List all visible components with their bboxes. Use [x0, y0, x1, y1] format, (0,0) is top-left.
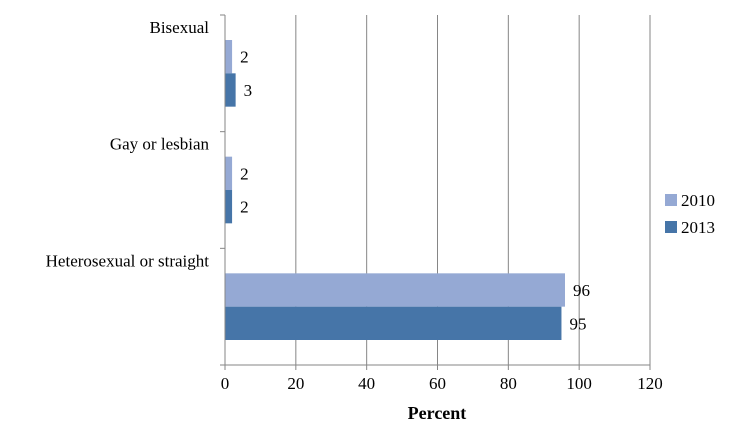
- bar-2013-1: [225, 190, 233, 224]
- x-tick-label-40: 40: [358, 374, 375, 393]
- legend-label-2013: 2013: [681, 218, 715, 237]
- data-label-2010-0: 2: [240, 48, 249, 67]
- labels: 0 20 40 60 80 100 120 Bisexual 2 3 Gay or lesbian 2…: [46, 18, 663, 393]
- legend-swatch-2013: [665, 221, 677, 233]
- category-label-0: Bisexual: [150, 18, 210, 37]
- legend-label-2010: 2010: [681, 191, 715, 210]
- x-tick-label-0: 0: [221, 374, 230, 393]
- x-axis-title: Percent: [408, 403, 467, 423]
- x-tick-label-20: 20: [287, 374, 304, 393]
- x-tick-label-80: 80: [500, 374, 517, 393]
- category-label-1: Gay or lesbian: [110, 135, 210, 154]
- axes: [220, 14, 651, 370]
- bar-2013-2: [225, 306, 562, 340]
- x-tick-label-100: 100: [566, 374, 592, 393]
- category-label-2: Heterosexual or straight: [46, 251, 210, 270]
- bars: [225, 40, 565, 340]
- data-label-2010-2: 96: [573, 281, 590, 300]
- legend-swatch-2010: [665, 194, 677, 206]
- bar-2010-0: [225, 40, 233, 74]
- bar-2010-1: [225, 156, 233, 190]
- data-label-2013-1: 2: [240, 198, 249, 217]
- data-label-2013-0: 3: [244, 81, 253, 100]
- x-tick-label-120: 120: [637, 374, 663, 393]
- bar-2010-2: [225, 273, 565, 307]
- x-tick-label-60: 60: [429, 374, 446, 393]
- legend: 2010 2013: [665, 191, 715, 237]
- bar-2013-0: [225, 73, 236, 107]
- data-label-2013-2: 95: [569, 314, 586, 333]
- data-label-2010-1: 2: [240, 164, 249, 183]
